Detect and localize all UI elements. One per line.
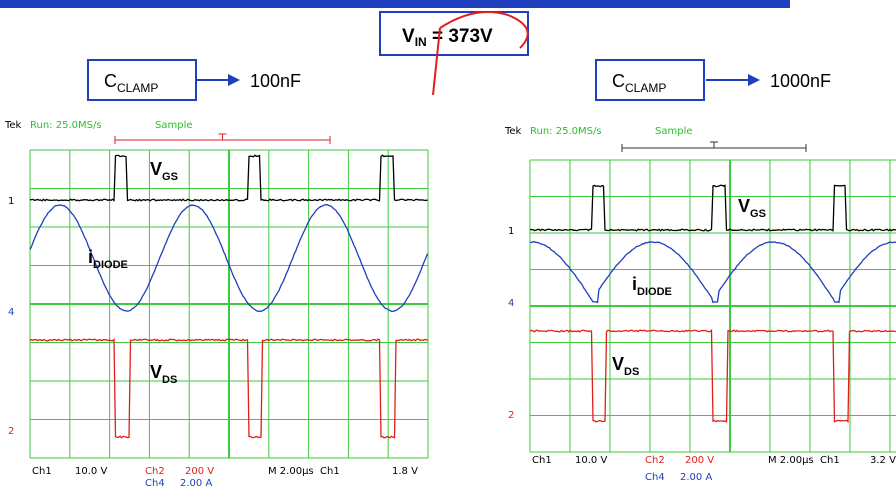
clamp-main: C (612, 71, 625, 91)
clamp-main: C (104, 71, 117, 91)
clamp-value: 100nF (250, 71, 301, 91)
status-ch1-scale: 10.0 V (75, 466, 107, 477)
vds-label-main: V (150, 362, 162, 382)
scope-mode: Sample (655, 126, 693, 137)
scope-brand: Tek (504, 126, 522, 137)
status-ch2: Ch2 (145, 466, 165, 477)
vds-label-sub: DS (162, 374, 177, 386)
arrow-head (748, 74, 760, 86)
arrow-head (228, 74, 240, 86)
status-trigger-level: 3.2 V (870, 455, 896, 466)
scope: TekRun: 25.0MS/sSample142VGSiDIODEVDSCh1… (504, 126, 896, 483)
vin-rest: = 373V (427, 26, 493, 47)
vgs-label: VGS (150, 159, 178, 183)
channel-marker: 1 (8, 196, 14, 207)
clamp-sub: CLAMP (625, 81, 666, 95)
channel-marker: 2 (508, 410, 514, 421)
vin-sub: IN (415, 35, 427, 49)
scope-brand: Tek (4, 120, 22, 131)
channel-marker: 1 (508, 226, 514, 237)
status-ch1: Ch1 (532, 455, 552, 466)
vds-label: VDS (150, 362, 177, 386)
status-trigger-level: 1.8 V (392, 466, 418, 477)
vds-label: VDS (612, 354, 639, 378)
vin-main: V (402, 26, 415, 47)
vgs-label-main: V (738, 196, 750, 216)
scope: TekRun: 25.0MS/sSample142VGSiDIODEVDSCh1… (4, 120, 428, 489)
channel-marker: 2 (8, 426, 14, 437)
channel-marker: 4 (508, 298, 514, 309)
status-ch4-scale: 2.00 A (180, 478, 212, 489)
vgs-trace (530, 185, 896, 231)
scope-mode: Sample (155, 120, 193, 131)
panel: CCLAMP100nFTekRun: 25.0MS/sSample142VGSi… (4, 60, 428, 489)
status-ch2-scale: 200 V (685, 455, 714, 466)
vgs-label: VGS (738, 196, 766, 220)
vgs-label-main: V (150, 159, 162, 179)
idiode-label-sub: DIODE (93, 259, 128, 271)
status-timebase: M 2.00µs (268, 466, 314, 477)
vgs-label-sub: GS (750, 208, 766, 220)
vds-label-main: V (612, 354, 624, 374)
vds-trace (530, 330, 896, 422)
status-timebase: M 2.00µs (768, 455, 814, 466)
idiode-label: iDIODE (632, 274, 672, 298)
status-ch4: Ch4 (645, 472, 665, 483)
status-ch1: Ch1 (32, 466, 52, 477)
status-trigger: Ch1 (320, 466, 340, 477)
vgs-label-sub: GS (162, 171, 178, 183)
vds-label-sub: DS (624, 366, 639, 378)
idiode-label: iDIODE (88, 247, 128, 271)
status-ch4-scale: 2.00 A (680, 472, 712, 483)
status-ch2-scale: 200 V (185, 466, 214, 477)
channel-marker: 4 (8, 307, 14, 318)
slide: VIN = 373V CCLAMP100nFTekRun: 25.0MS/sSa… (0, 0, 896, 492)
top-bar (0, 0, 790, 8)
trigger-bar (115, 134, 330, 144)
scope-rate: Run: 25.0MS/s (530, 126, 602, 137)
status-ch4: Ch4 (145, 478, 165, 489)
idiode-label-sub: DIODE (637, 286, 672, 298)
trigger-bar (622, 142, 806, 152)
clamp-value: 1000nF (770, 71, 831, 91)
status-trigger: Ch1 (820, 455, 840, 466)
idiode-trace (530, 242, 896, 303)
scope-rate: Run: 25.0MS/s (30, 120, 102, 131)
status-ch2: Ch2 (645, 455, 665, 466)
status-ch1-scale: 10.0 V (575, 455, 607, 466)
clamp-sub: CLAMP (117, 81, 158, 95)
panel: CCLAMP1000nFTekRun: 25.0MS/sSample142VGS… (504, 60, 896, 483)
